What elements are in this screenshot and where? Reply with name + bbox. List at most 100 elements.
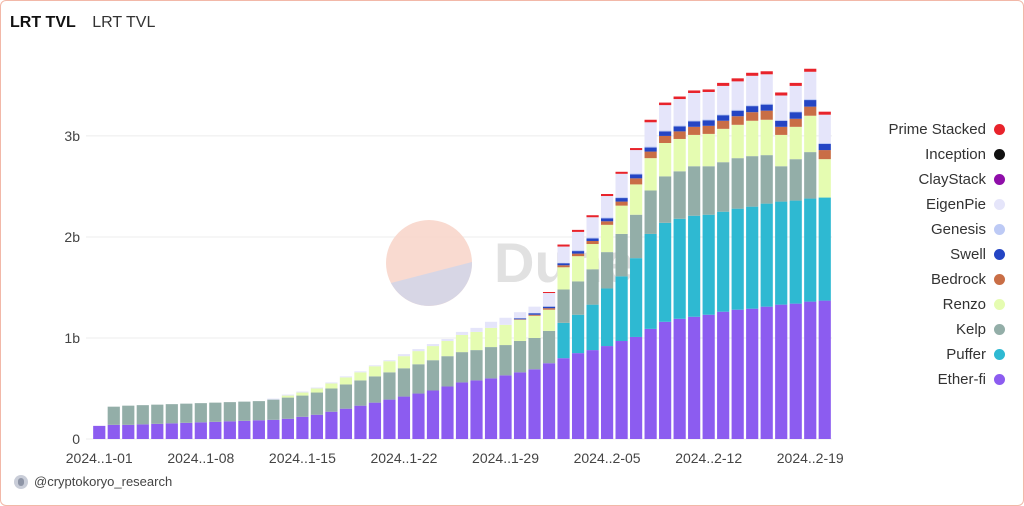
legend-swatch-icon bbox=[994, 274, 1005, 285]
legend-item-inception[interactable]: Inception bbox=[845, 142, 1005, 167]
legend-swatch-icon bbox=[994, 174, 1005, 185]
bar-segment-kelp bbox=[630, 214, 643, 259]
bar-segment-eigenpie bbox=[339, 376, 353, 378]
bar-segment-ether-fi bbox=[136, 424, 149, 439]
bar-segment-ether-fi bbox=[731, 309, 744, 439]
bar-segment-kelp bbox=[717, 162, 730, 212]
legend-swatch-icon bbox=[994, 199, 1005, 210]
bar-segment-bedrock bbox=[731, 116, 744, 125]
bar-segment-kelp bbox=[484, 347, 498, 379]
bar-segment-kelp bbox=[470, 350, 483, 381]
bar-segment-eigenpie bbox=[325, 382, 338, 384]
legend-item-genesis[interactable]: Genesis bbox=[845, 217, 1005, 242]
bar-segment-kelp bbox=[499, 345, 512, 376]
y-tick-label: 0 bbox=[72, 431, 80, 447]
bar-segment-eigenpie bbox=[571, 231, 585, 251]
bar-segment-kelp bbox=[339, 384, 353, 409]
bar-segment-prime-stacked bbox=[789, 82, 802, 86]
bar-segment-ether-fi bbox=[426, 390, 440, 439]
bar-segment-swell bbox=[688, 121, 701, 127]
query-title[interactable]: LRT TVL bbox=[10, 14, 76, 31]
bar-segment-bedrock bbox=[586, 240, 599, 245]
bar-segment-swell bbox=[731, 110, 744, 117]
bar-segment-kelp bbox=[528, 337, 541, 370]
legend-swatch-icon bbox=[994, 124, 1005, 135]
legend-item-claystack[interactable]: ClayStack bbox=[845, 167, 1005, 192]
bar-segment-puffer bbox=[775, 201, 788, 305]
bar-segment-ether-fi bbox=[630, 336, 643, 439]
bar-segment-kelp bbox=[775, 166, 788, 202]
bar-segment-kelp bbox=[426, 360, 440, 391]
bar-segment-puffer bbox=[673, 218, 686, 319]
legend-item-renzo[interactable]: Renzo bbox=[845, 292, 1005, 317]
bar-segment-kelp bbox=[281, 397, 294, 419]
bar-segment-eigenpie bbox=[818, 114, 831, 143]
bar-segment-prime-stacked bbox=[644, 119, 657, 123]
bar-segment-prime-stacked bbox=[688, 90, 701, 93]
bar-segment-renzo bbox=[484, 327, 498, 348]
bar-segment-eigenpie bbox=[281, 394, 294, 396]
bar-segment-ether-fi bbox=[412, 393, 425, 439]
legend-label: ClayStack bbox=[918, 171, 986, 188]
bar-segment-kelp bbox=[180, 403, 193, 423]
bar-segment-prime-stacked bbox=[615, 171, 628, 174]
bar-segment-genesis bbox=[571, 250, 585, 252]
bar-segment-kelp bbox=[383, 372, 396, 400]
bar-segment-ether-fi bbox=[586, 350, 599, 439]
bar-segment-swell bbox=[717, 115, 730, 121]
bar-segment-genesis bbox=[630, 173, 643, 175]
legend-item-bedrock[interactable]: Bedrock bbox=[845, 267, 1005, 292]
bar-segment-renzo bbox=[441, 341, 454, 357]
legend-label: Kelp bbox=[955, 321, 986, 338]
visualization-title: LRT TVL bbox=[92, 14, 156, 31]
bar-segment-kelp bbox=[673, 171, 686, 219]
bar-segment-eigenpie bbox=[397, 354, 411, 357]
bar-segment-kelp bbox=[760, 155, 773, 204]
bar-segment-renzo bbox=[746, 120, 759, 157]
legend-item-prime-stacked[interactable]: Prime Stacked bbox=[845, 117, 1005, 142]
bar-segment-genesis bbox=[528, 312, 541, 314]
bar-segment-kelp bbox=[107, 406, 120, 425]
bar-segment-prime-stacked bbox=[702, 89, 715, 92]
bar-segment-eigenpie bbox=[586, 217, 599, 238]
bar-segment-puffer bbox=[586, 304, 599, 351]
bar-segment-ether-fi bbox=[368, 402, 382, 439]
legend-item-ether-fi[interactable]: Ether-fi bbox=[845, 367, 1005, 392]
legend-item-puffer[interactable]: Puffer bbox=[845, 342, 1005, 367]
bar-segment-genesis bbox=[789, 111, 802, 113]
bar-segment-eigenpie bbox=[673, 99, 686, 126]
legend-item-eigenpie[interactable]: EigenPie bbox=[845, 192, 1005, 217]
bar-segment-ether-fi bbox=[470, 380, 483, 439]
bar-segment-puffer bbox=[818, 197, 831, 301]
bar-segment-renzo bbox=[601, 224, 614, 253]
bar-segment-ether-fi bbox=[484, 378, 498, 439]
bar-segment-kelp bbox=[252, 401, 265, 421]
bar-segment-renzo bbox=[412, 351, 425, 365]
bar-segment-genesis bbox=[804, 99, 817, 101]
bar-segment-genesis bbox=[659, 130, 672, 132]
bar-segment-renzo bbox=[354, 372, 367, 381]
bar-segment-ether-fi bbox=[339, 408, 353, 439]
bar-segment-kelp bbox=[441, 356, 454, 387]
bar-segment-eigenpie bbox=[731, 81, 744, 110]
bar-segment-kelp bbox=[223, 402, 236, 422]
x-tick-label: 2024..1-08 bbox=[167, 450, 234, 466]
bar-segment-kelp bbox=[688, 166, 701, 216]
bar-segment-bedrock bbox=[717, 120, 730, 129]
bar-segment-puffer bbox=[760, 203, 773, 307]
bars bbox=[93, 68, 831, 439]
legend-item-swell[interactable]: Swell bbox=[845, 242, 1005, 267]
bar-segment-kelp bbox=[804, 152, 817, 199]
author-handle[interactable]: @cryptokoryo_research bbox=[34, 474, 173, 489]
bar-segment-swell bbox=[630, 174, 643, 179]
bar-segment-renzo bbox=[644, 158, 657, 191]
bar-segment-renzo bbox=[281, 395, 294, 398]
legend-item-kelp[interactable]: Kelp bbox=[845, 317, 1005, 342]
bar-segment-renzo bbox=[702, 133, 715, 167]
bar-segment-eigenpie bbox=[528, 306, 541, 313]
bar-segment-prime-stacked bbox=[717, 82, 730, 86]
bar-segment-ether-fi bbox=[499, 375, 512, 439]
bar-segment-genesis bbox=[586, 237, 599, 239]
bar-segment-prime-stacked bbox=[659, 102, 672, 106]
bar-segment-bedrock bbox=[542, 308, 556, 310]
